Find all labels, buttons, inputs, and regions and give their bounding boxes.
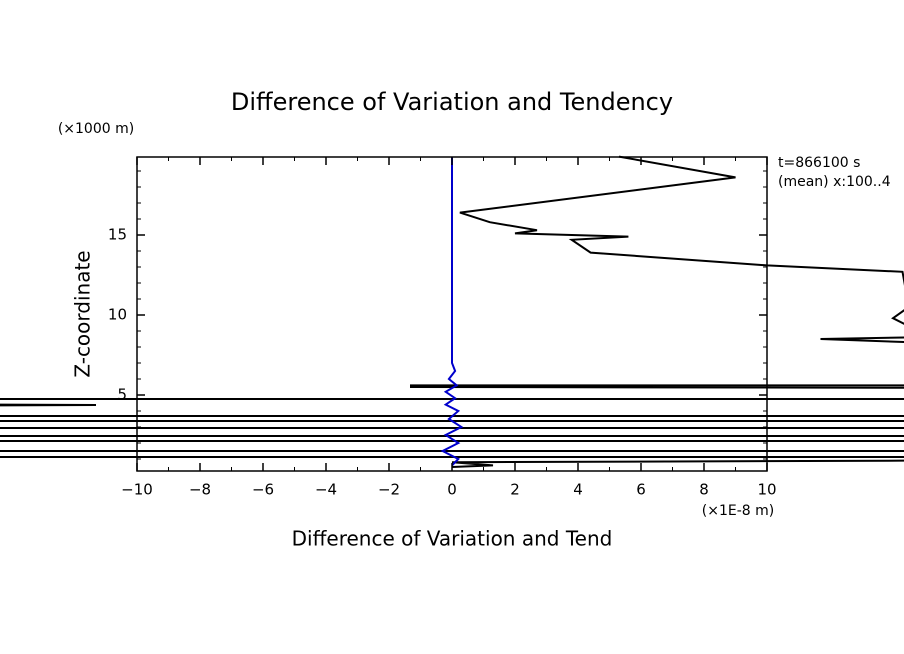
x-tick-label: 6 <box>636 481 646 499</box>
x-tick-label: −8 <box>189 481 211 499</box>
x-tick-label: 0 <box>447 481 457 499</box>
x-tick-label: −10 <box>121 481 153 499</box>
y-axis-label: Z-coordinate <box>71 250 95 377</box>
y-unit: (×1000 m) <box>58 121 134 137</box>
y-tick-label: 5 <box>117 386 127 404</box>
x-unit: (×1E-8 m) <box>702 503 774 519</box>
x-axis-label: Difference of Variation and Tend <box>292 527 613 551</box>
x-tick-label: 8 <box>699 481 709 499</box>
annotation: t=866100 s <box>778 155 860 171</box>
profile-line <box>0 155 904 468</box>
chart-title: Difference of Variation and Tendency <box>231 88 673 116</box>
x-tick-label: 10 <box>757 481 776 499</box>
x-tick-label: 2 <box>510 481 520 499</box>
profile-line <box>440 157 464 467</box>
x-tick-label: −4 <box>315 481 337 499</box>
y-tick-label: 10 <box>108 306 127 324</box>
x-tick-label: 4 <box>573 481 583 499</box>
x-tick-label: −6 <box>252 481 274 499</box>
x-tick-label: −2 <box>378 481 400 499</box>
annotation: (mean) x:100..4 <box>778 174 891 190</box>
y-tick-label: 15 <box>108 226 127 244</box>
